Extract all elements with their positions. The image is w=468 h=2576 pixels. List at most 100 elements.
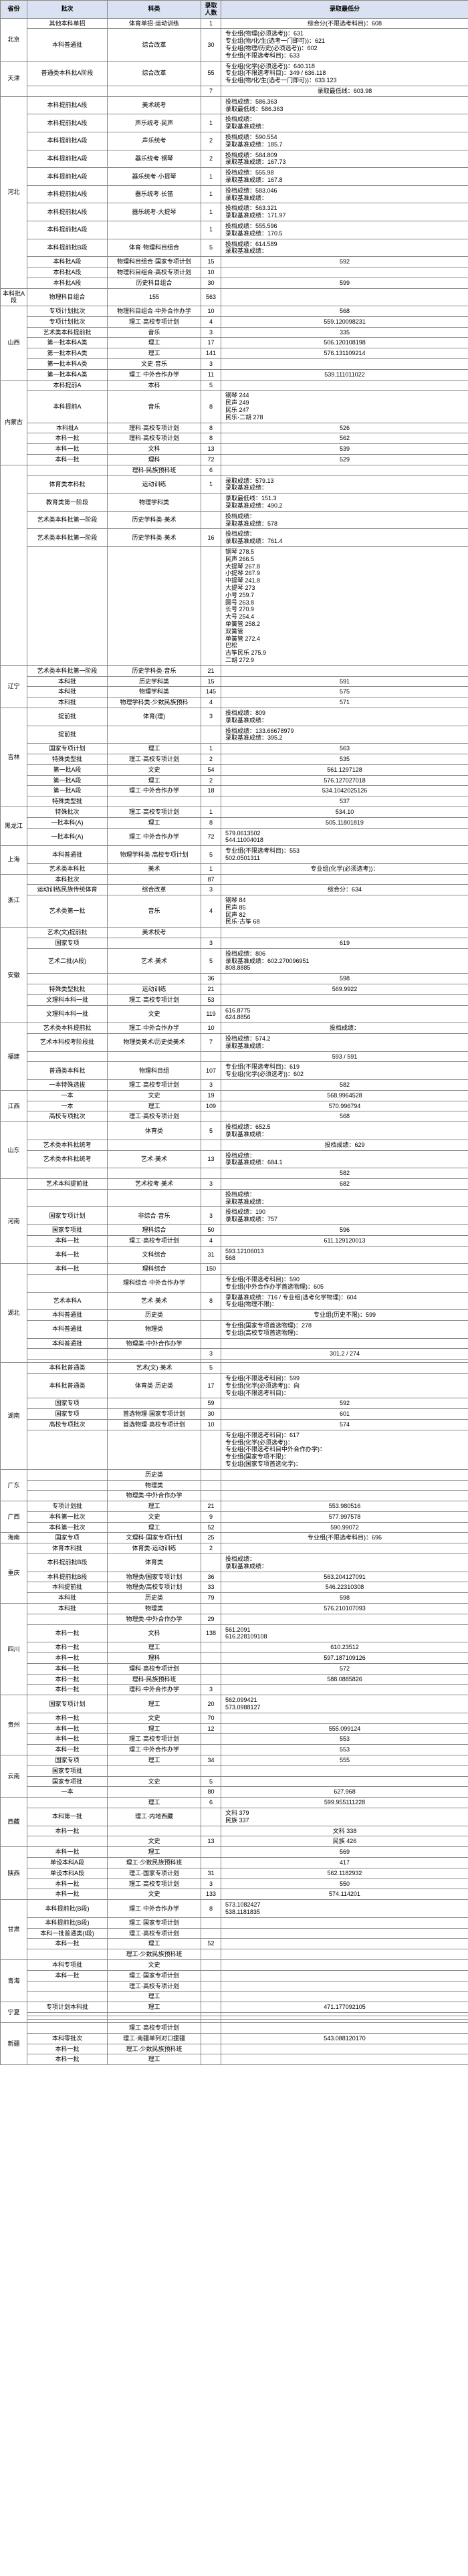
subj-cell: 器乐统考·钢琴 xyxy=(108,150,201,168)
subj-cell: 体育单招·运动训练 xyxy=(108,18,201,29)
score-cell: 563 xyxy=(221,744,468,754)
batch-cell: 本科一批普通类(I段) xyxy=(27,1928,108,1939)
score-cell: 钢琴 278.5 民声 266.5 大提琴 267.8 小提琴 267.9 中提… xyxy=(221,547,468,666)
n-cell: 5 xyxy=(201,380,221,391)
subj-cell: 理科 xyxy=(108,1653,201,1664)
subj-cell xyxy=(108,1398,201,1409)
subj-cell: 理工·中外合作办学 xyxy=(108,1745,201,1755)
batch-cell xyxy=(27,1798,108,1808)
province-cell: 江西 xyxy=(1,1090,27,1121)
n-cell: 6 xyxy=(201,1798,221,1808)
subj-cell: 文史·音乐 xyxy=(108,359,201,370)
n-cell xyxy=(201,1189,221,1207)
score-cell: 573.1082427 538.1181835 xyxy=(221,1900,468,1918)
batch-cell: 国家专项 xyxy=(27,1409,108,1420)
batch-cell: 本科普通批 xyxy=(27,29,108,61)
score-cell xyxy=(221,1543,468,1554)
table-row: 本科批A理科·高校专项计划8526 xyxy=(1,423,468,433)
table-row: 理科综合·中外合作办学专业组(不限选考科目)：590 专业组(中外合作办学首选物… xyxy=(1,1274,468,1292)
score-cell: 593 / 591 xyxy=(221,1051,468,1062)
score-cell xyxy=(221,1713,468,1723)
subj-cell: 理科·高校专项计划 xyxy=(108,1663,201,1674)
batch-cell: 本科提前批A段 xyxy=(27,203,108,221)
table-row: 国家专项批文史5 xyxy=(1,1776,468,1787)
batch-cell: 教育类第一阶段 xyxy=(27,494,108,512)
table-row: 北京其他本科单招体育单招·运动训练1综合分(不限选考科目)：608 xyxy=(1,18,468,29)
score-cell: 录取最低线：603.98 xyxy=(221,86,468,96)
n-cell xyxy=(201,1338,221,1349)
batch-cell: 本科一批 xyxy=(27,1235,108,1246)
province-cell: 河北 xyxy=(1,96,27,288)
batch-cell: 本科批A段 xyxy=(27,257,108,267)
table-row: 本科提前批(B段)理工·国家专项计划 xyxy=(1,1917,468,1928)
table-row: 艺术类本科提前批音乐3335 xyxy=(1,327,468,338)
n-cell: 4 xyxy=(201,697,221,708)
batch-cell: 第一批A段 xyxy=(27,764,108,775)
batch-cell: 本科一批 xyxy=(27,1826,108,1836)
table-row: 重庆体育本科批体育类·运动训练2 xyxy=(1,1543,468,1554)
score-cell: 599.955111228 xyxy=(221,1798,468,1808)
table-row: 新疆理工·高校专项计划 xyxy=(1,2022,468,2033)
n-cell: 141 xyxy=(201,348,221,359)
subj-cell: 历史类 xyxy=(108,1310,201,1321)
batch-cell: 本科一批 xyxy=(27,1713,108,1723)
subj-cell: 理工 xyxy=(108,1642,201,1653)
subj-cell: 艺术·美术 xyxy=(108,1292,201,1310)
table-row: 特殊类型批理工·高校专项计划2535 xyxy=(1,754,468,764)
table-row: 本科一批理科597.187109126 xyxy=(1,1653,468,1664)
n-cell: 33 xyxy=(201,1582,221,1593)
score-cell: 576.127027018 xyxy=(221,775,468,786)
n-cell: 10 xyxy=(201,267,221,278)
n-cell: 10 xyxy=(201,1023,221,1034)
n-cell xyxy=(201,2044,221,2054)
score-cell: 546.22310308 xyxy=(221,1582,468,1593)
table-row: 艺术类本科批统考艺术·美术13投档成绩： 录取基准成绩：684.1 xyxy=(1,1150,468,1168)
batch-cell: 本科提前批B段 xyxy=(27,1572,108,1582)
table-row: 山东体育类5投档成绩：652.5 录取基准成绩： xyxy=(1,1122,468,1140)
n-cell xyxy=(201,1051,221,1062)
n-cell: 4 xyxy=(201,1235,221,1246)
table-row: 理工 xyxy=(1,1992,468,2002)
batch-cell: 国家专项批 xyxy=(27,1776,108,1787)
subj-cell: 本科 xyxy=(108,380,201,391)
table-row: 物理类 xyxy=(1,1480,468,1491)
score-cell: 576.131109214 xyxy=(221,348,468,359)
score-cell: 专业组(化学(必须选考))：640.118 专业组(不限选考科目)：349 / … xyxy=(221,61,468,86)
table-row: 艺术类本科批美术1专业组(化学(必须选考))： xyxy=(1,863,468,874)
subj-cell: 理工 xyxy=(108,1847,201,1858)
subj-cell: 理工 xyxy=(108,1723,201,1734)
score-cell xyxy=(221,1949,468,1960)
subj-cell: 文史 xyxy=(108,1511,201,1522)
score-cell xyxy=(221,1970,468,1981)
n-cell: 15 xyxy=(201,257,221,267)
table-row: 582 xyxy=(1,1168,468,1179)
province-cell: 贵州 xyxy=(1,1695,27,1755)
batch-cell: 国家专项 xyxy=(27,938,108,949)
table-row: 物理类·中外合作办学 xyxy=(1,1491,468,1501)
batch-cell: 本科批 xyxy=(27,676,108,687)
table-row: 本科批历史学科类15591 xyxy=(1,676,468,687)
subj-cell: 物理学科类·少数民族预科 xyxy=(108,697,201,708)
batch-cell: 本科批 xyxy=(27,697,108,708)
n-cell: 8 xyxy=(201,423,221,433)
subj-cell: 艺术校考·美术 xyxy=(108,1179,201,1190)
score-cell: 577.997578 xyxy=(221,1511,468,1522)
score-cell: 571 xyxy=(221,697,468,708)
table-row: 广西专项计划批理工21553.980516 xyxy=(1,1501,468,1512)
batch-cell: 体育类本科批 xyxy=(27,475,108,494)
batch-cell: 国家专项 xyxy=(27,1533,108,1543)
subj-cell xyxy=(108,1051,201,1062)
score-cell: 535 xyxy=(221,754,468,764)
subj-cell: 历史类 xyxy=(108,1469,201,1480)
batch-cell: 本科一批 xyxy=(27,2044,108,2054)
batch-cell: 特殊类型批批 xyxy=(27,984,108,995)
n-cell xyxy=(201,1917,221,1928)
subj-cell: 理工 xyxy=(108,744,201,754)
score-cell xyxy=(221,380,468,391)
batch-cell: 单设本科A段 xyxy=(27,1868,108,1879)
score-cell: 553.980516 xyxy=(221,1501,468,1512)
table-row: 本科提前批B段体育类投档成绩： 录取基准成绩： xyxy=(1,1554,468,1572)
subj-cell: 物理科目组合·高校专项计划 xyxy=(108,267,201,278)
subj-cell: 物理类/高校专项计划 xyxy=(108,1582,201,1593)
subj-cell: 物理科目组 xyxy=(108,1062,201,1080)
